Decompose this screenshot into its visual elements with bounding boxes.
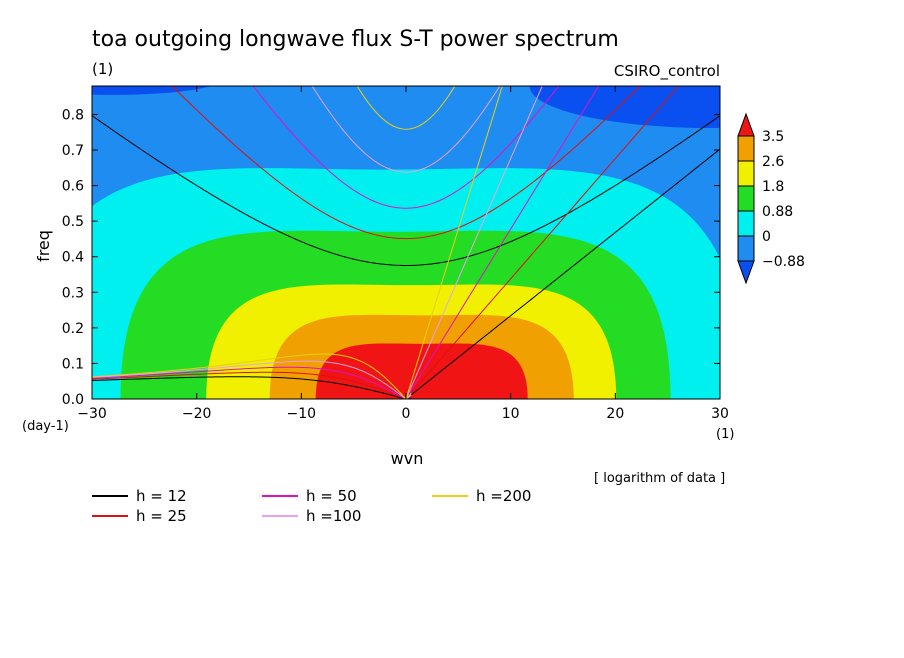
gravity-curve-h12 [92,115,720,266]
legend-label: h = 12 [136,487,187,505]
y-axis-label: freq [34,230,53,262]
plot-area [92,86,720,399]
colorbar-label: 3.5 [762,129,784,145]
gravity-curve-h25 [171,86,641,240]
kelvin-curve-h12 [405,148,720,399]
kelvin-curve-h50 [405,86,600,399]
rossby-curve-h200 [92,353,412,399]
x-axis-unit: (1) [716,427,734,442]
colorbar-label: 2.6 [762,154,784,170]
x-tick-label: 20 [606,406,624,422]
x-axis-label: wvn [391,449,424,468]
colorbar-label: 0.88 [762,204,793,220]
y-tick-label: 0.3 [62,285,84,301]
colorbar-swatch [737,210,755,237]
chart-title: toa outgoing longwave flux S-T power spe… [92,27,619,52]
colorbar-arrow-top [737,112,755,137]
contour-band-low-right [529,86,720,128]
colorbar-swatch [737,235,755,262]
y-axis: 0.0 0.1 0.2 0.3 0.4 0.5 0.6 0.7 0.8 [62,107,720,408]
legend-label: h = 25 [136,507,187,525]
x-tick-label: −30 [77,406,107,422]
y-tick-label: 0.8 [62,107,84,123]
x-tick-label: 10 [502,406,520,422]
legend-label: h =200 [476,487,531,505]
colorbar-label: 1.8 [762,179,784,195]
y-tick-label: 0.0 [62,392,84,408]
legend-label: h =100 [306,507,361,525]
y-tick-label: 0.2 [62,321,84,337]
kelvin-curve-h100 [405,86,543,399]
colorbar-arrow-bottom [737,260,755,285]
y-tick-label: 0.4 [62,250,84,266]
rossby-curve-h50 [92,366,412,399]
colorbar-label: −0.88 [762,254,805,270]
rossby-curve-h12 [92,376,412,399]
y-axis-unit: (day-1) [22,419,69,434]
gravity-curve-h50 [252,86,560,209]
kelvin-curve-h200 [405,86,503,399]
colorbar: 3.5 2.6 1.8 0.88 0 −0.88 [737,112,805,285]
chart-subtitle-model: CSIRO_control [614,62,720,81]
y-tick-label: 0.6 [62,179,84,195]
colorbar-swatch [737,185,755,212]
x-tick-label: −20 [182,406,212,422]
gravity-curve-h200 [356,86,456,130]
x-axis: −30 −20 −10 0 10 20 30 [77,86,729,422]
rossby-curve-h100 [92,360,412,399]
legend: h = 12 h = 25 h = 50 h =100 h =200 [92,487,531,525]
gravity-curve-h100 [311,86,501,173]
dispersion-curve-group [92,86,720,399]
y-tick-label: 0.1 [62,356,84,372]
colorbar-swatch [737,160,755,187]
chart-subtitle-unit: (1) [92,60,113,78]
x-tick-label: 0 [402,406,411,422]
y-tick-label: 0.5 [62,214,84,230]
colorbar-swatch [737,135,755,162]
x-tick-label: −10 [287,406,317,422]
rossby-curve-h25 [92,371,412,399]
contour-band-low-left [92,86,212,95]
colorbar-label: 0 [762,229,771,245]
legend-label: h = 50 [306,487,357,505]
x-tick-label: 30 [711,406,729,422]
contour-band-above-3.5 [315,343,528,399]
kelvin-curve-h25 [405,86,680,399]
y-tick-label: 0.7 [62,143,84,159]
contour-fill-group [92,86,720,399]
data-note: [ logarithm of data ] [594,471,725,486]
